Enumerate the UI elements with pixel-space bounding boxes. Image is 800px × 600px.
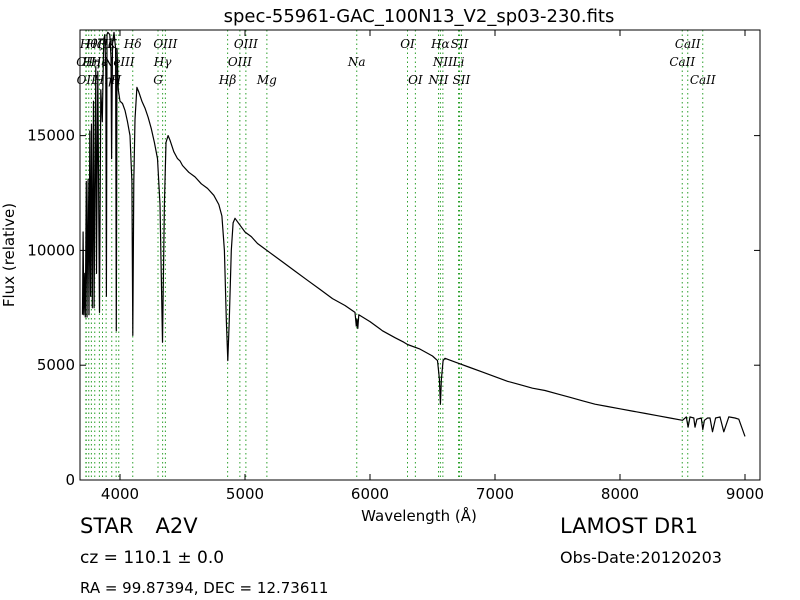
survey-name: LAMOST DR1 xyxy=(560,514,699,538)
line-label: K xyxy=(106,37,117,51)
x-tick-label: 8000 xyxy=(601,485,639,503)
x-axis: 4000 5000 6000 7000 8000 9000 xyxy=(101,30,764,503)
spectrum-series xyxy=(81,31,746,437)
x-tick-label: 6000 xyxy=(351,485,389,503)
y-tick-label: 10000 xyxy=(27,241,75,259)
spectrum-line xyxy=(81,31,746,437)
line-label: OII xyxy=(77,73,97,87)
chart-title: spec-55961-GAC_100N13_V2_sp03-230.fits xyxy=(224,6,615,27)
ra-dec-coordinates: RA = 99.87394, DEC = 12.73611 xyxy=(80,579,329,597)
line-label: Hδ xyxy=(123,37,142,51)
line-label: OI xyxy=(400,37,415,51)
line-label: Li xyxy=(452,55,465,69)
y-axis: 0 5000 10000 15000 xyxy=(27,127,760,489)
x-axis-label: Wavelength (Å) xyxy=(361,506,477,525)
line-label: NeIII xyxy=(102,55,135,69)
line-label: Hγ xyxy=(153,55,172,69)
object-subclass: A2V xyxy=(155,514,198,538)
x-tick-label: 5000 xyxy=(226,485,264,503)
line-label: Mg xyxy=(256,73,277,87)
object-classification: STAR A2V xyxy=(80,514,198,538)
line-label: NII xyxy=(428,73,449,87)
y-tick-label: 15000 xyxy=(27,127,75,145)
line-label: SII xyxy=(453,73,471,87)
object-class: STAR xyxy=(80,514,134,538)
line-label: OIII xyxy=(234,37,258,51)
spectral-line-markers xyxy=(85,30,704,480)
line-label: CaII xyxy=(669,55,695,69)
line-label: G xyxy=(153,73,163,87)
line-label: Hβ xyxy=(218,73,236,87)
plot-frame xyxy=(79,29,761,481)
y-tick-label: 5000 xyxy=(37,356,75,374)
line-label: OIII xyxy=(228,55,252,69)
observation-date: Obs-Date:20120203 xyxy=(560,548,722,567)
line-label: Na xyxy=(347,55,366,69)
redshift-cz: cz = 110.1 ± 0.0 xyxy=(80,548,225,568)
line-label: CaII xyxy=(675,37,701,51)
y-axis-label: Flux (relative) xyxy=(0,203,18,307)
line-label: Hζ xyxy=(85,37,104,51)
line-label: Hη xyxy=(82,55,101,69)
y-tick-label: 0 xyxy=(65,471,75,489)
line-label: SII xyxy=(451,37,469,51)
line-label: OIII xyxy=(153,37,177,51)
x-tick-label: 9000 xyxy=(726,485,764,503)
x-tick-label: 4000 xyxy=(101,485,139,503)
line-label: OII xyxy=(76,55,96,69)
line-label: Hθ xyxy=(79,37,98,51)
line-label: CaII xyxy=(690,73,716,87)
line-label: Hα xyxy=(430,37,450,51)
line-label: OI xyxy=(408,73,423,87)
x-tick-label: 7000 xyxy=(476,485,514,503)
line-label: NII xyxy=(432,55,453,69)
line-label: Hζ xyxy=(97,37,116,51)
spectral-line-labels: OIIOIIHθHηHζHεHηHζKHNeIIIHδGHγOIIIHβOIII… xyxy=(76,37,716,87)
